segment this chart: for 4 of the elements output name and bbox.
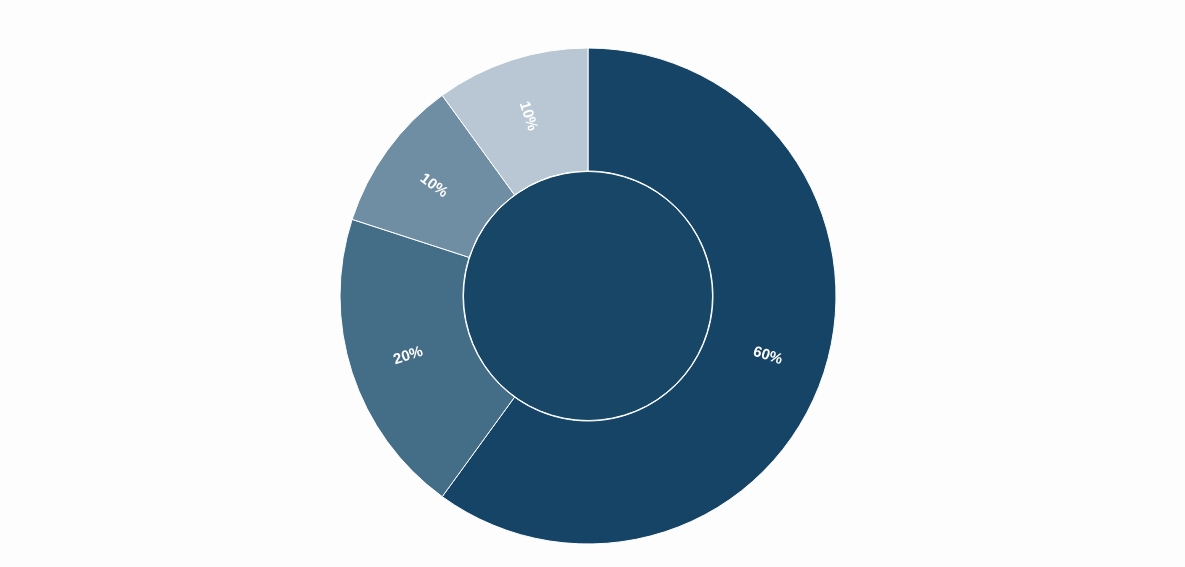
data-label: 60%	[751, 341, 786, 368]
data-label: 10%	[417, 168, 452, 201]
data-label: 10%	[516, 98, 543, 133]
data-label: 20%	[390, 341, 425, 368]
